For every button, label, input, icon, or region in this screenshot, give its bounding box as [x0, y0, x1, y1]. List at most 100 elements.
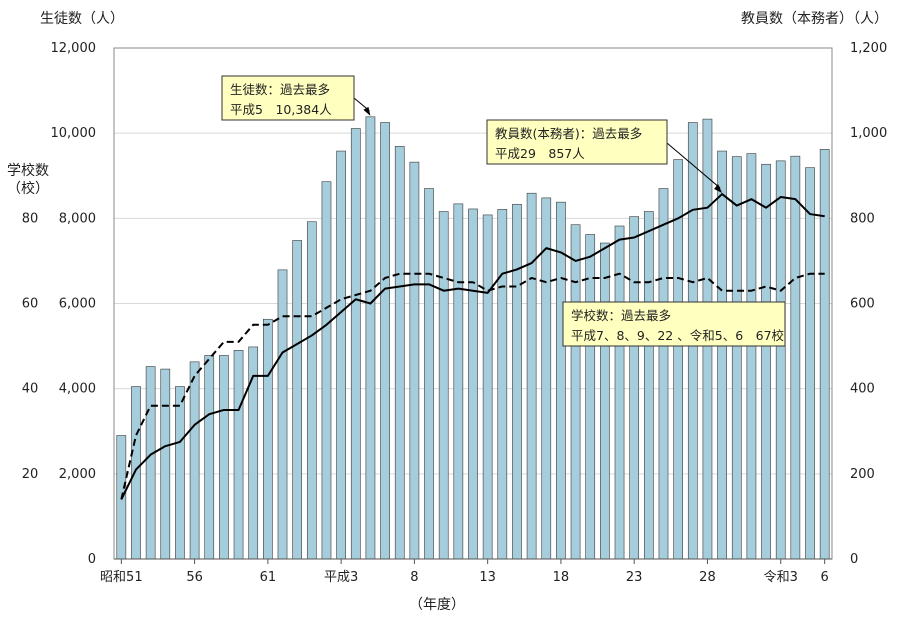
x-tick-label: 平成3	[324, 570, 358, 585]
school-tick-label: 60	[22, 297, 39, 312]
student-bar	[306, 221, 317, 560]
annotation-text: 平成29 857人	[495, 146, 585, 161]
student-bar	[717, 150, 727, 560]
student-bar	[263, 318, 273, 560]
left-tick-label: 10,000	[51, 126, 97, 141]
student-bar	[453, 203, 464, 560]
student-bar	[512, 203, 522, 560]
x-tick-label: 6	[821, 570, 829, 585]
student-bar	[175, 386, 185, 560]
left-tick-label: 12,000	[51, 41, 97, 56]
student-bar	[819, 149, 830, 560]
annotation-text: 平成5 10,384人	[230, 102, 332, 117]
student-bar	[204, 355, 215, 560]
annotation-box	[221, 75, 355, 121]
student-bar	[219, 355, 229, 560]
arrow-head-icon	[363, 106, 371, 116]
school-axis-title: 学校数	[7, 162, 49, 179]
student-bar	[570, 224, 581, 560]
student-bar	[380, 122, 390, 560]
student-bar	[336, 150, 346, 560]
student-bar	[775, 160, 786, 560]
student-bar	[731, 156, 742, 560]
student-bar	[409, 161, 420, 560]
student-bar	[438, 211, 449, 560]
arrow-head-icon	[714, 184, 723, 194]
annotation-text: 教員数(本務者)：過去最多	[495, 126, 642, 141]
right-tick-label: 800	[850, 211, 875, 226]
student-bar	[761, 163, 771, 560]
school-count-line	[120, 272, 825, 500]
right-tick-label: 1,200	[850, 41, 887, 56]
x-tick-label: 28	[699, 570, 716, 585]
student-bar	[350, 128, 361, 560]
student-bar	[365, 116, 376, 560]
right-tick-label: 600	[850, 297, 875, 312]
x-tick-label: 昭和51	[100, 570, 143, 585]
student-bar	[131, 386, 141, 560]
student-bar	[468, 208, 478, 560]
school-axis-unit: （校）	[7, 180, 49, 197]
left-tick-label: 0	[88, 552, 96, 567]
right-tick-label: 400	[850, 382, 875, 397]
x-tick-label: 13	[479, 570, 496, 585]
student-bar	[145, 366, 156, 560]
student-bar	[189, 361, 200, 560]
x-tick-label: 令和3	[764, 570, 798, 585]
school-tick-label: 80	[22, 211, 39, 226]
student-bar	[292, 240, 302, 560]
student-bar	[629, 216, 640, 560]
student-bar	[482, 214, 493, 560]
x-tick-label: 56	[186, 570, 203, 585]
axis-labels: 生徒数（人） 教員数（本務者）（人） 学校数 （校） （年度）	[7, 11, 888, 613]
student-bar	[658, 188, 669, 560]
annotation-box	[562, 301, 786, 347]
student-bar	[233, 350, 244, 560]
annotation-text: 生徒数：過去最多	[230, 82, 330, 97]
student-bar	[585, 234, 596, 560]
left-tick-label: 8,000	[59, 211, 96, 226]
right-tick-label: 1,000	[850, 126, 887, 141]
student-bar	[746, 153, 757, 560]
left-tick-label: 2,000	[59, 467, 96, 482]
student-bar	[394, 146, 405, 560]
x-tick-label: 61	[260, 570, 277, 585]
student-bar	[248, 346, 259, 560]
series-lines	[120, 193, 825, 500]
student-bar	[556, 201, 566, 560]
student-bar	[321, 181, 332, 560]
left-axis-title: 生徒数（人）	[40, 11, 124, 27]
school-tick-label: 40	[22, 382, 39, 397]
student-bars	[116, 116, 830, 560]
x-axis-title: （年度）	[409, 597, 465, 613]
student-bar	[643, 211, 654, 560]
school-tick-label: 20	[22, 467, 39, 482]
right-axis-title: 教員数（本務者）（人）	[741, 11, 888, 27]
student-bar	[160, 368, 171, 560]
annotation-box	[486, 119, 668, 165]
x-tick-label: 8	[410, 570, 418, 585]
student-bar	[277, 269, 288, 560]
student-bar	[614, 225, 625, 560]
left-tick-label: 4,000	[59, 382, 96, 397]
axes: 0 0 2,000 200 4,000 400 6,000 600 8,000 800 10,000…	[22, 41, 887, 585]
right-tick-label: 0	[850, 552, 858, 567]
student-bar	[790, 155, 801, 560]
student-bar	[424, 188, 434, 560]
student-bar	[805, 167, 815, 560]
x-tick-label: 18	[553, 570, 570, 585]
annotation-leader	[666, 142, 721, 189]
student-bar	[497, 209, 508, 560]
student-bar	[526, 192, 537, 560]
annotation-text: 平成7、8、9、22 、令和5、6 67校	[571, 328, 785, 343]
x-tick-label: 23	[626, 570, 643, 585]
teacher-count-line	[120, 193, 825, 500]
annotation-text: 学校数：過去最多	[571, 308, 671, 323]
left-tick-label: 6,000	[59, 297, 96, 312]
student-bar	[600, 242, 610, 560]
